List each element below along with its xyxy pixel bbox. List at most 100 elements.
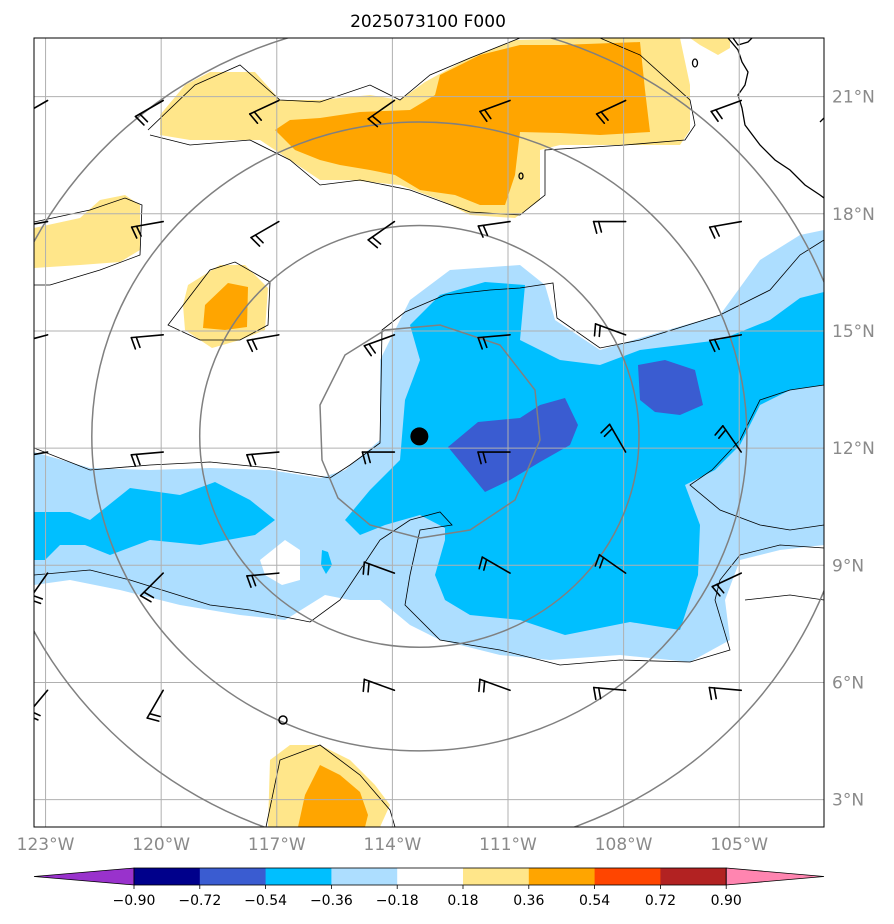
wind-barb — [711, 572, 743, 597]
contour-south — [265, 744, 396, 827]
orange-shading-south — [298, 765, 368, 827]
lat-tick-label: 12°N — [832, 439, 875, 459]
wind-barb — [361, 451, 396, 465]
storm-center-marker — [410, 427, 429, 446]
orange-shading-north — [275, 42, 650, 205]
range-ring — [198, 224, 640, 649]
wind-barb — [130, 220, 164, 239]
colorbar-segment — [199, 868, 267, 885]
contour-central-south — [34, 511, 824, 666]
contour-west — [34, 197, 143, 286]
wind-barb — [34, 334, 49, 340]
wind-barb — [477, 220, 511, 238]
wind-barb — [248, 99, 280, 125]
wind-barb — [714, 425, 743, 453]
colorbar-label: −0.90 — [113, 893, 156, 909]
wind-barb — [595, 99, 627, 125]
colorbar-segment — [134, 868, 201, 885]
lon-tick-label: 114°W — [364, 835, 422, 855]
wind-barb — [708, 334, 743, 353]
range-rings — [34, 38, 824, 827]
wind-barb — [478, 556, 511, 574]
colorbar-label: 0.90 — [711, 893, 742, 909]
longitude-axis: 123°W 120°W 117°W 114°W 111°W 108°W 105°W — [17, 835, 769, 855]
wind-barb — [363, 334, 396, 357]
lon-tick-label: 108°W — [595, 835, 653, 855]
colorbar-outline — [133, 867, 727, 886]
wind-barb — [34, 451, 49, 456]
wind-barb — [708, 686, 743, 701]
wind-barb — [594, 553, 627, 574]
map-area — [34, 38, 824, 827]
island-outline — [691, 58, 699, 68]
lon-tick-label: 111°W — [479, 835, 537, 855]
range-ring — [91, 121, 748, 752]
wind-barb — [134, 99, 164, 126]
wind-barb — [477, 334, 511, 350]
graticule — [34, 38, 824, 827]
lon-tick-label: 105°W — [710, 835, 768, 855]
range-ring — [319, 324, 541, 539]
colorbar-segment — [594, 868, 661, 885]
colorbar-label: −0.36 — [310, 893, 353, 909]
wind-barb — [246, 451, 280, 467]
lat-tick-label: 18°N — [832, 205, 875, 225]
blue-shading-central — [345, 282, 824, 635]
island-outline-small — [518, 172, 524, 180]
wind-barb — [600, 423, 627, 453]
colorbar-label: 0.72 — [645, 893, 676, 909]
colorbar-label: −0.54 — [244, 893, 287, 909]
lat-tick-label: 3°N — [832, 791, 864, 811]
lat-tick-label: 9°N — [832, 556, 864, 576]
wind-barb — [246, 572, 280, 588]
contour-central — [34, 239, 824, 479]
yellow-shading-ne — [690, 38, 730, 55]
wind-barb — [479, 99, 511, 123]
wind-barb — [34, 220, 49, 225]
coastline-peninsula — [732, 38, 753, 46]
wind-barb — [362, 678, 396, 693]
lat-tick-label: 21°N — [832, 88, 875, 108]
wind-barb — [367, 99, 396, 128]
wind-barb — [593, 323, 627, 338]
colorbar-label: −0.18 — [376, 893, 419, 909]
colorbar-segment — [265, 868, 332, 885]
blue-shading-west — [34, 482, 275, 560]
colorbar-segment — [463, 868, 530, 885]
calm-wind-circle — [278, 715, 288, 725]
lon-tick-label: 120°W — [132, 835, 190, 855]
wind-barb — [146, 689, 164, 722]
wind-barb — [130, 451, 164, 467]
wind-barb — [246, 334, 280, 353]
wind-barb — [362, 561, 396, 576]
wind-barb — [34, 689, 49, 721]
wind-barb — [710, 99, 743, 123]
wind-barbs — [34, 99, 743, 722]
map-title: 2025073100 F000 — [350, 12, 506, 32]
dark-blue-shading-east — [638, 360, 703, 415]
wind-barb — [34, 572, 49, 605]
wind-barb — [478, 678, 511, 693]
colorbar-label: 0.36 — [513, 893, 544, 909]
coastline-mainland — [727, 38, 824, 199]
contour-island — [167, 261, 271, 341]
lon-tick-label: 123°W — [17, 835, 75, 855]
colorbar-extend-low — [33, 867, 135, 886]
lat-tick-label: 6°N — [832, 673, 864, 693]
wind-barb — [34, 99, 49, 110]
contour-east — [689, 384, 824, 601]
dark-blue-shading-center — [448, 398, 578, 492]
wind-barb — [477, 451, 511, 465]
contour-lines — [34, 38, 824, 827]
lat-tick-label: 15°N — [832, 322, 875, 342]
map-frame — [33, 37, 825, 828]
wind-barb — [367, 220, 396, 249]
coastline — [518, 38, 824, 199]
colorbar-segment — [528, 868, 596, 885]
lon-tick-label: 117°W — [248, 835, 306, 855]
wind-barb — [708, 220, 743, 239]
colorbar-label: 0.18 — [447, 893, 478, 909]
wind-barb — [139, 572, 164, 603]
colorbar-label: 0.54 — [579, 893, 610, 909]
